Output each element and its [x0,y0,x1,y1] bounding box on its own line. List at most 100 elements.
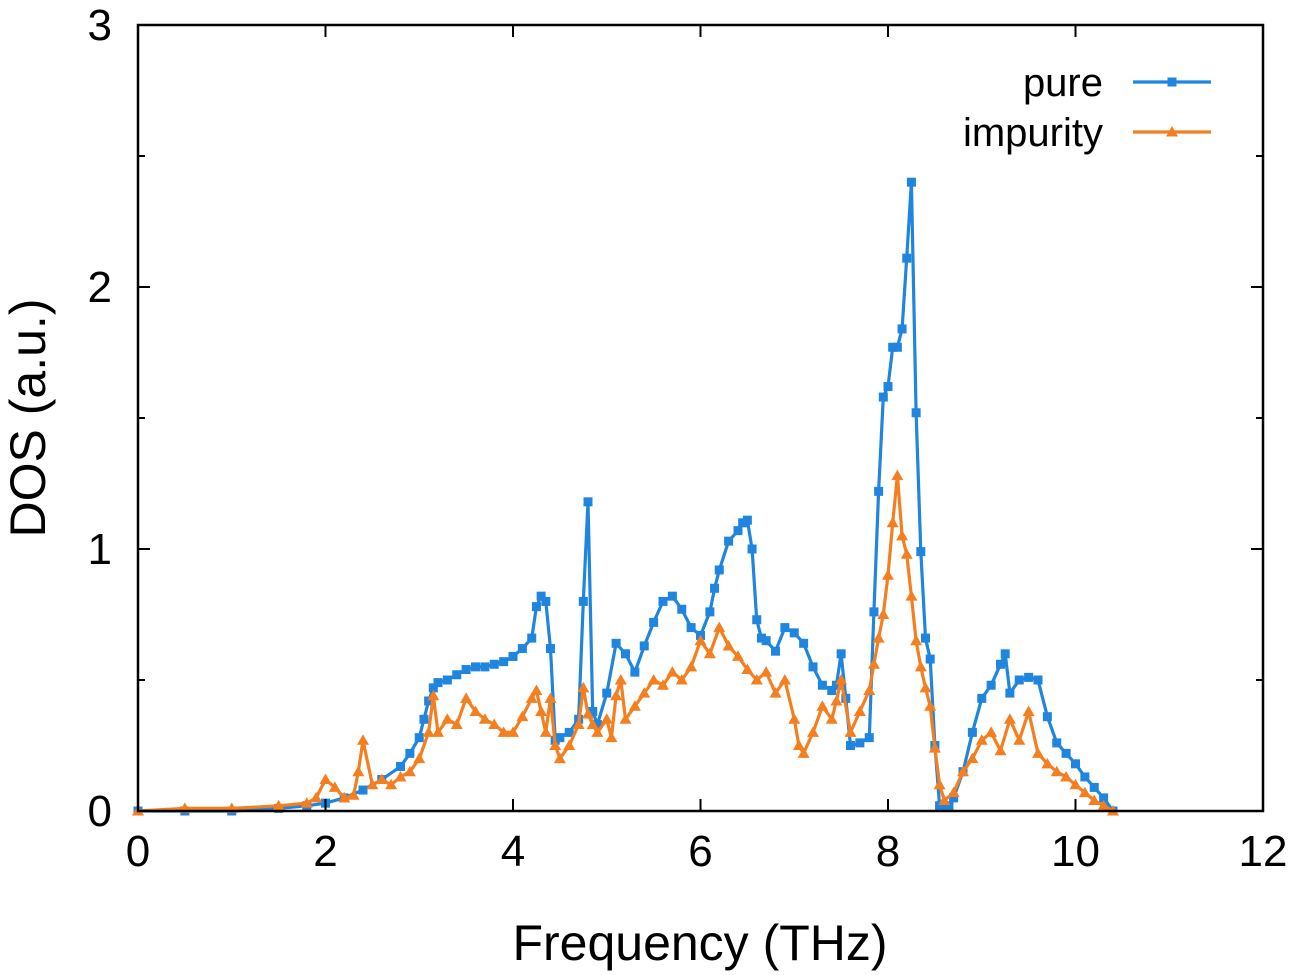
data-point-pure [531,602,541,612]
data-point-pure [935,801,945,811]
data-point-pure [536,591,546,601]
data-point-impurity [905,590,918,601]
data-point-impurity [985,726,998,737]
data-point-impurity [272,799,285,811]
data-point-impurity [933,778,946,790]
data-point-pure [499,657,509,667]
data-point-impurity [563,739,576,750]
data-point-impurity [657,679,669,690]
data-point-pure [771,646,780,656]
data-point-pure [747,544,757,554]
data-point-impurity [413,752,426,764]
data-point-impurity [422,726,435,737]
data-point-pure [831,680,841,690]
data-point-impurity [835,674,848,685]
data-point-impurity [703,647,716,659]
data-point-pure [1005,688,1015,698]
data-point-impurity [957,765,969,777]
data-point-pure [1033,675,1043,685]
data-point-impurity [896,529,909,541]
data-point-impurity [605,731,618,743]
data-point-pure [967,727,977,737]
data-point-pure [911,408,921,418]
data-point-impurity [638,687,651,698]
data-point-impurity [797,747,810,758]
x-tick-label: 4 [501,827,525,876]
data-point-impurity [549,739,562,750]
data-point-impurity [863,684,876,695]
data-point-impurity [966,752,979,764]
data-point-impurity [628,700,641,711]
data-point-pure [583,497,593,507]
data-point-pure [916,547,926,557]
data-point-pure [986,680,996,690]
data-point-pure [869,607,879,617]
data-point-pure [944,801,954,811]
data-point-impurity [619,713,632,724]
data-point-pure [939,801,949,811]
data-point-pure [888,342,898,352]
data-point-pure [921,633,930,643]
data-point-pure [892,342,902,352]
data-point-pure [1014,675,1024,685]
legend: pure impurity [963,61,1211,155]
data-point-impurity [938,794,951,806]
data-point-impurity [1078,786,1091,798]
legend-marker-pure [1167,77,1177,87]
data-point-impurity [1041,757,1054,769]
data-point-impurity [525,692,538,703]
data-point-pure [578,596,588,606]
data-point-impurity [366,778,379,790]
data-point-impurity [614,674,627,685]
data-point-pure [705,607,715,617]
data-point-impurity [788,713,801,724]
data-point-impurity [539,726,552,737]
data-point-pure [1080,772,1090,782]
data-point-pure [639,641,649,651]
y-tick-label: 0 [88,787,112,836]
data-point-pure [471,662,480,672]
data-point-pure [738,518,748,528]
data-point-impurity [488,718,501,730]
data-point-pure [1089,782,1099,792]
data-point-pure [977,693,987,703]
data-point-impurity [900,548,913,559]
data-point-impurity [882,569,894,580]
data-point-impurity [1050,765,1063,777]
data-point-impurity [591,726,604,737]
data-point-pure [733,526,743,536]
data-point-pure [742,515,752,525]
series-impurity [132,469,1119,816]
data-point-impurity [460,692,473,703]
data-point-impurity [432,726,444,737]
data-point-pure [546,644,555,654]
data-point-pure [1052,738,1062,748]
data-point-pure [836,649,846,659]
plot-series-area [132,177,1119,816]
data-point-impurity [1013,734,1026,745]
data-point-impurity [694,634,707,646]
data-point-pure [658,596,668,606]
data-point-impurity [1003,713,1016,724]
data-point-impurity [867,658,880,669]
data-point-impurity [553,752,566,764]
data-point-pure [442,675,452,685]
data-point-pure [414,733,424,743]
data-point-pure [883,382,893,392]
data-point-impurity [450,718,463,730]
data-point-impurity [338,791,351,803]
data-point-pure [756,633,766,643]
data-point-pure [621,649,630,659]
data-point-impurity [816,700,829,711]
y-axis-title: DOS (a.u.) [0,299,56,538]
data-point-impurity [300,797,313,808]
data-point-impurity [994,744,1007,756]
data-point-pure [433,678,443,688]
data-point-impurity [610,689,623,701]
data-point-pure [517,644,527,654]
data-point-impurity [1088,794,1101,806]
data-point-pure [419,714,429,724]
data-point-pure [710,583,720,593]
